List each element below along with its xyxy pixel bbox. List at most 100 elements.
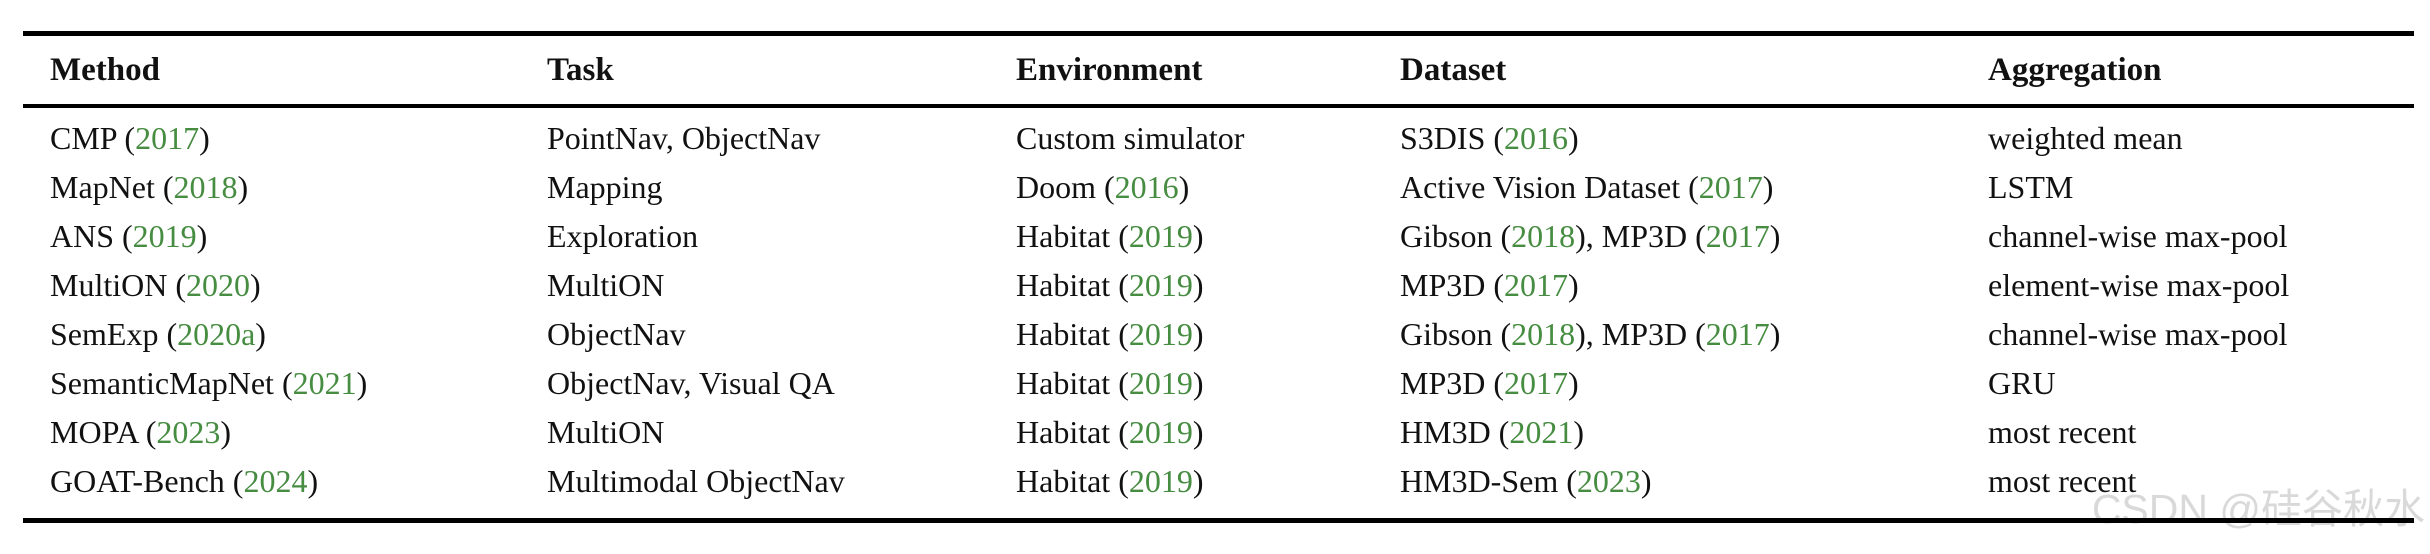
column-header-aggregation: Aggregation — [1988, 51, 2162, 88]
cell-text: ) — [1178, 169, 1190, 205]
citation-year: 2019 — [1128, 267, 1193, 303]
cell-text: PointNav, ObjectNav — [547, 120, 821, 156]
table-cell-environment: Habitat (2019) — [1016, 267, 1400, 304]
cell-text: MP3D ( — [1400, 267, 1505, 303]
cell-text: SemExp ( — [50, 316, 178, 352]
cell-text: ) — [356, 365, 368, 401]
cell-text: Habitat ( — [1016, 414, 1129, 450]
table-header-row: Method Task Environment Dataset Aggregat… — [23, 36, 2414, 108]
table-cell-environment: Habitat (2019) — [1016, 463, 1400, 500]
cell-text: MultiON — [547, 414, 665, 450]
cell-text: ) — [255, 316, 266, 352]
column-header-environment: Environment — [1016, 51, 1203, 88]
table-cell-task: ObjectNav — [547, 316, 1016, 353]
table-row: SemanticMapNet (2021) ObjectNav, Visual Q… — [23, 359, 2414, 408]
table-cell-dataset: Gibson (2018), MP3D (2017) — [1400, 316, 1988, 353]
table-cell-aggregation: element-wise max-pool — [1988, 267, 2414, 304]
citation-year: 2021 — [292, 365, 357, 401]
cell-text: GRU — [1988, 365, 2056, 401]
cell-text: MOPA ( — [50, 414, 157, 450]
citation-year: 2017 — [135, 120, 200, 156]
citation-year: 2019 — [132, 218, 197, 254]
cell-text: ) — [1192, 365, 1204, 401]
citation-year: 2020a — [177, 316, 256, 352]
citation-year: 2017 — [1705, 316, 1770, 352]
cell-text: weighted mean — [1988, 120, 2183, 156]
cell-text: Custom simulator — [1016, 120, 1245, 156]
cell-text: HM3D ( — [1400, 414, 1510, 450]
table-row: MOPA (2023) MultiON Habitat (2019) HM3D (20… — [23, 408, 2414, 457]
cell-text: Gibson ( — [1400, 218, 1512, 254]
csdn-watermark: CSDN @硅谷秋水 — [2091, 486, 2425, 532]
table-row: ANS (2019) Exploration Habitat (2019) Gibso… — [23, 212, 2414, 261]
cell-text: element-wise max-pool — [1988, 267, 2290, 303]
table-cell-aggregation: most recent — [1988, 414, 2414, 451]
table-cell-dataset: Gibson (2018), MP3D (2017) — [1400, 218, 1988, 255]
cell-text: ) — [1568, 365, 1579, 401]
cell-text: Habitat ( — [1016, 267, 1129, 303]
column-header-method: Method — [50, 51, 160, 88]
citation-year: 2017 — [1504, 267, 1569, 303]
cell-text: Habitat ( — [1016, 463, 1129, 499]
table-cell-method: CMP (2017) — [50, 120, 547, 157]
table-cell-aggregation: channel-wise max-pool — [1988, 316, 2414, 353]
table-cell-aggregation: most recent — [1988, 463, 2414, 500]
cell-text: ) — [1769, 316, 1781, 352]
table-body: CMP (2017) PointNav, ObjectNav Custom simu… — [23, 108, 2414, 518]
citation-year: 2021 — [1509, 414, 1574, 450]
cell-text: ) — [1192, 414, 1204, 450]
cell-text: HM3D-Sem ( — [1400, 463, 1577, 499]
table-cell-dataset: HM3D (2021) — [1400, 414, 1988, 451]
cell-text: Exploration — [547, 218, 699, 254]
table-cell-task: MultiON — [547, 414, 1016, 451]
cell-text: ObjectNav — [547, 316, 686, 352]
table-cell-environment: Custom simulator — [1016, 120, 1400, 157]
table-cell-task: PointNav, ObjectNav — [547, 120, 1016, 157]
citation-year: 2019 — [1128, 463, 1193, 499]
citation-year: 2017 — [1705, 218, 1770, 254]
table-cell-dataset: MP3D (2017) — [1400, 267, 1988, 304]
table-cell-environment: Habitat (2019) — [1016, 218, 1400, 255]
table-row: MultiON (2020) MultiON Habitat (2019) MP3D … — [23, 261, 2414, 310]
cell-text: GOAT-Bench ( — [50, 463, 244, 499]
table-row: GOAT-Bench (2024) Multimodal ObjectNav Hab… — [23, 457, 2414, 506]
cell-text: ) — [1568, 120, 1579, 156]
cell-text: S3DIS ( — [1400, 120, 1505, 156]
cell-text: Mapping — [547, 169, 663, 205]
citation-year: 2024 — [243, 463, 308, 499]
table-cell-task: Multimodal ObjectNav — [547, 463, 1016, 500]
table-cell-aggregation: weighted mean — [1988, 120, 2414, 157]
citation-year: 2016 — [1504, 120, 1569, 156]
cell-text: ) — [1573, 414, 1584, 450]
table-cell-aggregation: GRU — [1988, 365, 2414, 402]
cell-text: ) — [237, 169, 249, 205]
cell-text: ) — [199, 120, 210, 156]
table-cell-method: SemExp (2020a) — [50, 316, 547, 353]
cell-text: ) — [1192, 316, 1204, 352]
cell-text: ObjectNav, Visual QA — [547, 365, 835, 401]
cell-text: Active Vision Dataset ( — [1400, 169, 1699, 205]
table-cell-environment: Habitat (2019) — [1016, 316, 1400, 353]
table-cell-method: ANS (2019) — [50, 218, 547, 255]
cell-text: ) — [1640, 463, 1652, 499]
cell-text: Habitat ( — [1016, 316, 1129, 352]
table-cell-method: MOPA (2023) — [50, 414, 547, 451]
cell-text: ) — [307, 463, 319, 499]
citation-year: 2019 — [1128, 414, 1193, 450]
column-header-task: Task — [547, 51, 614, 88]
cell-text: ) — [1568, 267, 1579, 303]
table-cell-method: MultiON (2020) — [50, 267, 547, 304]
cell-text: ) — [196, 218, 208, 254]
table-cell-task: MultiON — [547, 267, 1016, 304]
citation-year: 2018 — [1511, 218, 1576, 254]
cell-text: ) — [1192, 218, 1204, 254]
citation-year: 2019 — [1128, 316, 1193, 352]
cell-text: most recent — [1988, 463, 2137, 499]
cell-text: MultiON — [547, 267, 665, 303]
cell-text: ) — [1192, 267, 1204, 303]
cell-text: Multimodal ObjectNav — [547, 463, 845, 499]
citation-year: 2023 — [156, 414, 221, 450]
cell-text: Habitat ( — [1016, 218, 1129, 254]
cell-text: Gibson ( — [1400, 316, 1512, 352]
methods-comparison-table: Method Task Environment Dataset Aggregat… — [23, 31, 2414, 523]
